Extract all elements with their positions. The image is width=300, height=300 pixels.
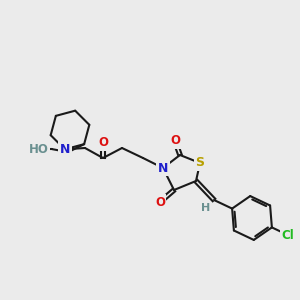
Text: N: N [60,143,70,156]
Text: O: O [155,196,165,208]
Text: H: H [201,203,211,213]
Text: O: O [170,134,180,148]
Text: N: N [158,161,168,175]
Text: S: S [196,157,205,169]
Text: O: O [98,136,108,149]
Text: HO: HO [29,142,49,156]
Text: Cl: Cl [282,229,295,242]
